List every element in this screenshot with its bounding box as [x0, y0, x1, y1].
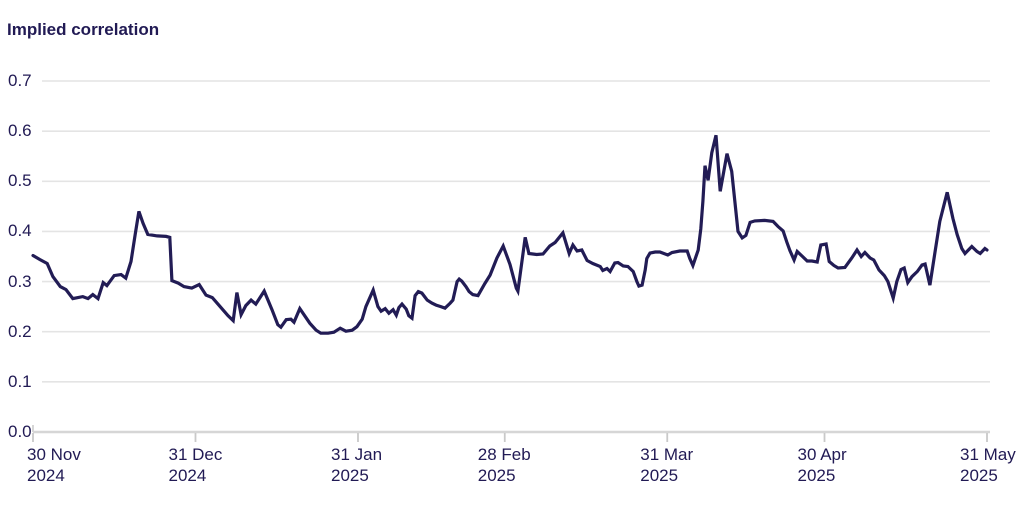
chart-title: Implied correlation: [7, 20, 160, 39]
y-axis-label: 0.7: [8, 71, 32, 90]
x-axis-label: 31 May 2025: [960, 445, 1016, 485]
y-axis-label: 0.1: [8, 371, 32, 391]
x-axis-label: 31 Mar 2025: [640, 445, 694, 485]
y-axis-label: 0.4: [8, 221, 32, 241]
x-axis-label: 31 Jan 2025: [330, 445, 383, 485]
x-axis-label: 28 Feb 2025: [477, 445, 531, 485]
implied-correlation-line: [31, 134, 989, 335]
x-axis-label: 30 Apr 2025: [797, 445, 847, 485]
y-axis-label: 0.3: [8, 271, 32, 291]
y-axis-label: 0.6: [8, 121, 32, 141]
x-axis-label: 30 Nov 2024: [27, 445, 81, 485]
y-axis-label: 0.5: [8, 171, 32, 191]
y-axis-label: 0.2: [8, 321, 32, 341]
y-axis-label: 0.0: [8, 422, 32, 441]
x-axis-label: 31 Dec 2024: [168, 445, 223, 485]
